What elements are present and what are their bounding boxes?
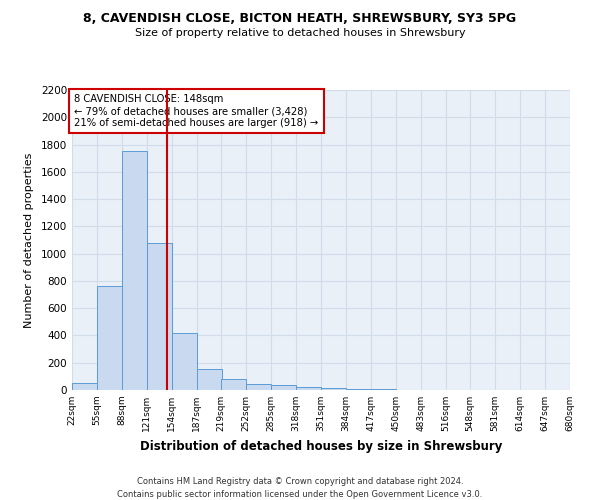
Bar bbox=[221, 379, 246, 390]
Bar bbox=[122, 152, 147, 390]
Bar bbox=[371, 388, 396, 390]
Text: Contains HM Land Registry data © Crown copyright and database right 2024.: Contains HM Land Registry data © Crown c… bbox=[137, 478, 463, 486]
Text: 8 CAVENDISH CLOSE: 148sqm
← 79% of detached houses are smaller (3,428)
21% of se: 8 CAVENDISH CLOSE: 148sqm ← 79% of detac… bbox=[74, 94, 319, 128]
Bar bbox=[321, 388, 346, 390]
Text: 8, CAVENDISH CLOSE, BICTON HEATH, SHREWSBURY, SY3 5PG: 8, CAVENDISH CLOSE, BICTON HEATH, SHREWS… bbox=[83, 12, 517, 26]
Bar bbox=[147, 244, 172, 390]
Text: Size of property relative to detached houses in Shrewsbury: Size of property relative to detached ho… bbox=[134, 28, 466, 38]
Bar bbox=[172, 334, 197, 390]
Text: Contains public sector information licensed under the Open Government Licence v3: Contains public sector information licen… bbox=[118, 490, 482, 499]
X-axis label: Distribution of detached houses by size in Shrewsbury: Distribution of detached houses by size … bbox=[140, 440, 502, 452]
Bar bbox=[246, 384, 271, 390]
Bar bbox=[197, 369, 222, 390]
Bar bbox=[72, 382, 97, 390]
Bar bbox=[97, 286, 122, 390]
Bar bbox=[346, 388, 371, 390]
Y-axis label: Number of detached properties: Number of detached properties bbox=[24, 152, 34, 328]
Bar bbox=[296, 386, 321, 390]
Bar bbox=[271, 385, 296, 390]
